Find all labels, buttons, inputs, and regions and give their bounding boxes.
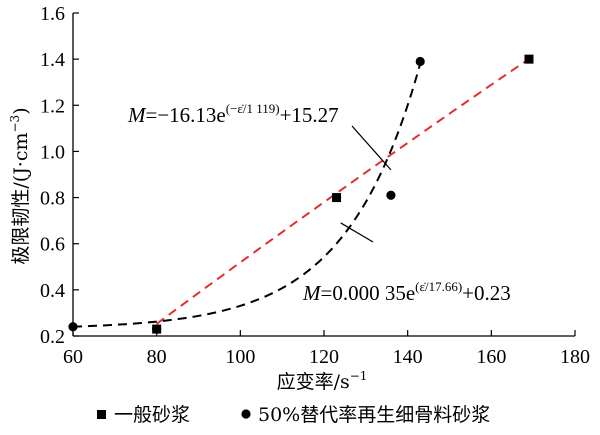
- data-point-square: [332, 193, 342, 203]
- x-axis-title: 应变率/s−1: [277, 369, 368, 393]
- x-tick-label: 100: [225, 346, 255, 368]
- y-tick-label: 1.0: [40, 141, 65, 163]
- y-tick-label: 1.4: [40, 49, 65, 71]
- equation-1-leader: [351, 125, 392, 171]
- y-axis-title: 极限韧性/(J·cm−3): [8, 107, 32, 264]
- data-point-circle: [386, 190, 396, 200]
- legend-marker-circle: [241, 409, 251, 419]
- legend-marker-square: [97, 410, 106, 419]
- x-tick-label: 180: [560, 346, 590, 368]
- x-tick-label: 160: [476, 346, 506, 368]
- x-ticks: 60 80 100 120 140 160 180: [63, 330, 590, 368]
- legend: 一般砂浆 50%替代率再生细骨料砂浆: [97, 404, 490, 426]
- fit-curves: [72, 58, 530, 328]
- x-tick-label: 80: [147, 346, 167, 368]
- data-points: [68, 54, 534, 334]
- fit-line-general-mortar: [156, 58, 530, 325]
- y-tick-label: 1.2: [40, 95, 65, 117]
- x-tick-label: 140: [393, 346, 423, 368]
- data-point-square: [524, 54, 534, 64]
- legend-label-general-mortar: 一般砂浆: [114, 404, 190, 426]
- y-tick-label: 1.6: [40, 3, 65, 25]
- fit-equation-general-mortar: M=−16.13e(−ε̇/1 119)+15.27: [127, 101, 339, 127]
- y-tick-label: 0.2: [40, 326, 65, 348]
- data-point-circle: [415, 56, 425, 67]
- x-tick-label: 120: [309, 346, 339, 368]
- y-ticks: 0.2 0.4 0.6 0.8 1.0 1.2 1.4 1.6: [40, 3, 79, 348]
- equation-2-leader: [340, 222, 374, 243]
- fit-equation-recycled-mortar: M=0.000 35e(ε̇/17.66)+0.23: [302, 279, 511, 305]
- data-point-circle: [152, 324, 162, 334]
- x-tick-label: 60: [63, 346, 83, 368]
- y-tick-label: 0.8: [40, 188, 65, 210]
- legend-label-recycled-mortar: 50%替代率再生细骨料砂浆: [258, 404, 490, 426]
- data-point-circle: [68, 322, 78, 332]
- y-tick-label: 0.6: [40, 234, 65, 256]
- y-tick-label: 0.4: [40, 280, 65, 302]
